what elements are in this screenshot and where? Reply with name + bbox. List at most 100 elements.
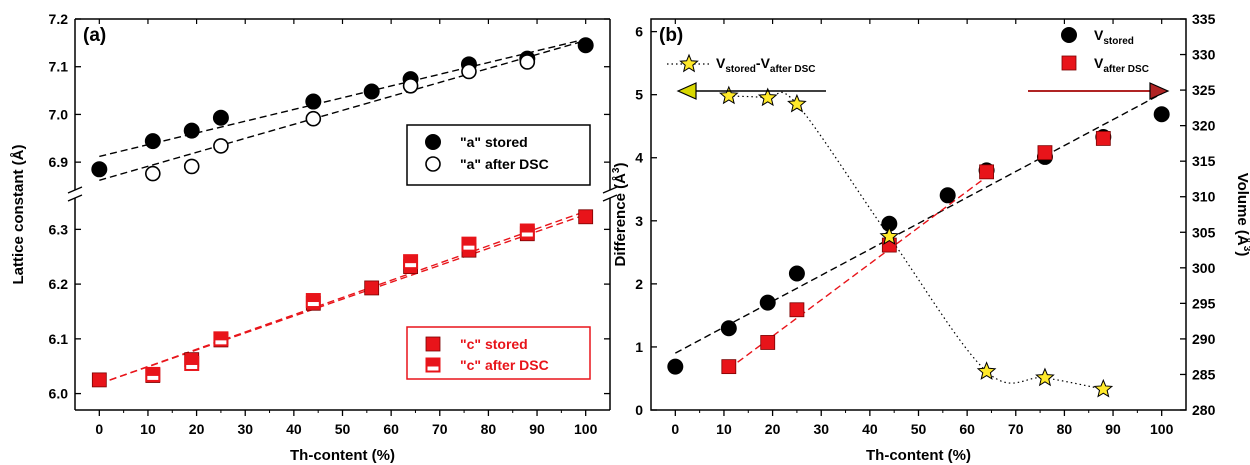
y-tick-label: 6.2 <box>49 276 69 292</box>
x-tick-label: 40 <box>286 421 302 437</box>
legend-marker <box>1061 27 1077 43</box>
legend-difference: Vstored-Vafter DSC <box>667 53 815 75</box>
data-point <box>403 254 419 270</box>
data-point <box>213 138 229 154</box>
data-point <box>213 331 229 347</box>
x-tick-label: 70 <box>1008 421 1024 437</box>
legend-volume: Vstored Vafter DSC <box>1061 27 1149 75</box>
data-point <box>578 209 594 225</box>
data-point <box>720 320 737 337</box>
x-axis-label: Th-content (%) <box>866 447 971 464</box>
y-tick-label: 6.0 <box>49 386 69 402</box>
legend-marker <box>679 53 699 73</box>
legend-marker <box>425 134 441 150</box>
data-point <box>789 302 805 318</box>
data-point-fill <box>306 294 320 303</box>
data-point <box>979 164 994 180</box>
data-point <box>976 361 997 380</box>
data-point-fill <box>462 237 476 246</box>
data-point-fill <box>520 224 534 233</box>
panel-label: (b) <box>659 25 683 46</box>
legend-label: "a" stored <box>460 134 528 150</box>
legend-label: Vstored-Vafter DSC <box>716 55 815 75</box>
x-tick-label: 100 <box>574 421 598 437</box>
x-tick-label: 80 <box>481 421 497 437</box>
y-right-tick-label: 335 <box>1192 11 1216 27</box>
data-point <box>145 165 161 182</box>
x-tick-label: 40 <box>862 421 878 437</box>
panel-label: (a) <box>83 25 106 46</box>
data-point <box>305 293 321 309</box>
y-right-tick-label: 305 <box>1192 224 1216 240</box>
x-tick-label: 50 <box>911 421 927 437</box>
left-axis-arrow <box>676 82 826 100</box>
data-point <box>519 223 535 239</box>
data-point <box>212 109 229 126</box>
x-tick-label: 80 <box>1057 421 1073 437</box>
data-point <box>461 236 477 252</box>
y-right-axis-label: Volume (Å3) <box>1234 173 1250 257</box>
x-tick-label: 20 <box>765 421 781 437</box>
data-point <box>1153 106 1170 123</box>
data-point <box>91 161 108 178</box>
data-point <box>1037 145 1053 161</box>
y-axis-label: Lattice constant (Å) <box>10 144 27 284</box>
x-tick-label: 30 <box>813 421 829 437</box>
data-point-fill <box>146 367 160 376</box>
data-point <box>667 358 684 375</box>
fit-line <box>99 213 586 385</box>
axis-break-mark <box>67 186 83 194</box>
data-point <box>145 366 161 382</box>
data-point <box>402 78 419 94</box>
data-point <box>364 280 380 296</box>
y-right-tick-label: 310 <box>1192 189 1216 205</box>
legend-marker-fill <box>426 358 440 367</box>
legend-marker <box>1061 55 1077 71</box>
y-right-tick-label: 300 <box>1192 260 1216 276</box>
fit-line <box>728 176 988 370</box>
y-tick-label: 6.3 <box>49 221 69 237</box>
y-left-tick-label: 5 <box>635 87 643 103</box>
x-tick-label: 100 <box>1150 421 1174 437</box>
data-point <box>1093 378 1114 398</box>
x-tick-label: 50 <box>335 421 351 437</box>
y-tick-label: 6.9 <box>49 154 69 170</box>
axis-break-mark <box>602 194 618 202</box>
legend-label: "a" after DSC <box>460 156 549 172</box>
data-point <box>91 372 107 388</box>
legend-marker <box>425 336 441 352</box>
y-right-tick-label: 295 <box>1192 295 1216 311</box>
y-left-tick-label: 1 <box>635 339 643 355</box>
legend-label: Vstored <box>1094 27 1134 47</box>
legend-box <box>406 326 591 380</box>
y-right-tick-label: 320 <box>1192 118 1216 134</box>
data-point-fill <box>214 332 228 341</box>
x-tick-label: 0 <box>671 421 679 437</box>
right-axis-arrow <box>1028 82 1170 100</box>
data-point-fill <box>404 255 418 264</box>
data-point <box>183 158 200 175</box>
data-point <box>461 63 477 80</box>
x-tick-label: 60 <box>959 421 975 437</box>
x-tick-label: 10 <box>716 421 732 437</box>
y-right-tick-label: 330 <box>1192 47 1216 63</box>
y-left-tick-label: 0 <box>635 402 643 418</box>
arrow-head-right <box>1149 82 1170 100</box>
y-left-tick-label: 4 <box>635 150 643 166</box>
legend-label: "c" stored <box>460 336 528 352</box>
legend-c-lattice: "c" stored "c" after DSC <box>406 326 591 380</box>
x-tick-label: 0 <box>95 421 103 437</box>
data-point <box>939 187 956 204</box>
fit-line <box>674 93 1163 354</box>
legend-marker <box>425 156 441 172</box>
y-tick-label: 7.0 <box>49 106 69 122</box>
y-right-tick-label: 280 <box>1192 402 1216 418</box>
data-point <box>787 93 807 113</box>
fit-line <box>99 38 586 158</box>
x-tick-label: 60 <box>383 421 399 437</box>
data-point <box>184 355 200 371</box>
axis-break-mark <box>602 186 618 194</box>
panel-b-volume-difference-chart: 0 10 20 30 40 50 60 70 80 90 100 0 1 2 3 4 5 6 280 285 290 29… <box>611 11 1250 464</box>
data-point-fill <box>185 356 199 365</box>
